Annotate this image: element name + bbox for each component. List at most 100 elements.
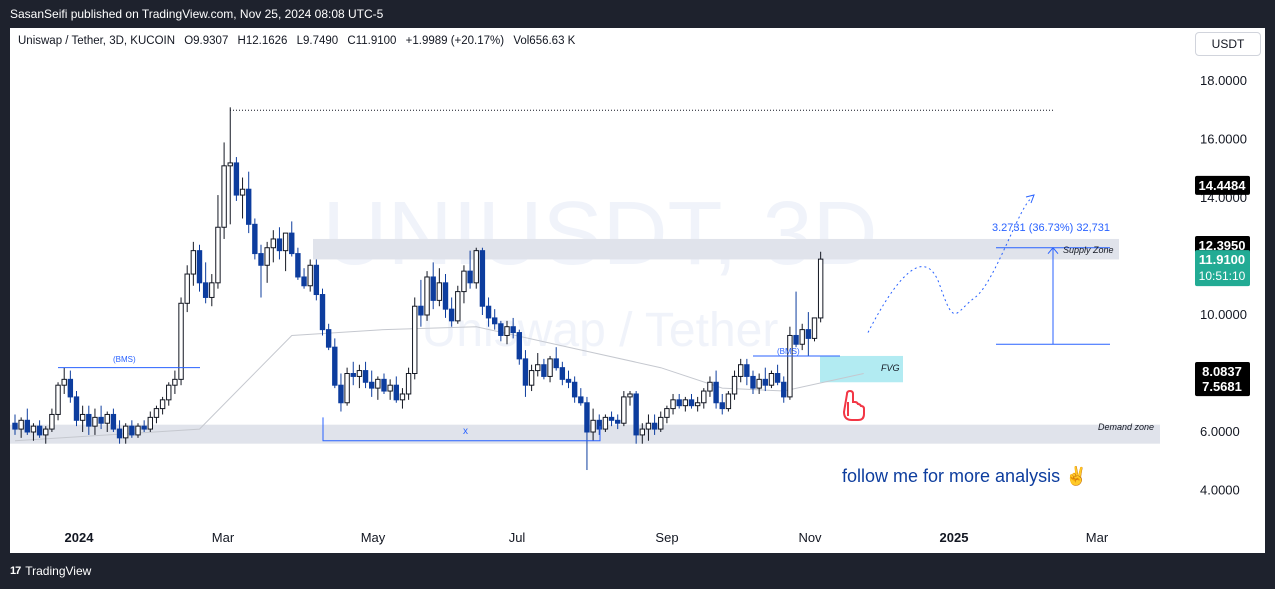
candle-body xyxy=(768,373,775,386)
candle xyxy=(639,423,645,444)
candle xyxy=(375,376,381,400)
candle-body xyxy=(418,305,424,316)
candle xyxy=(510,317,516,339)
candle-body xyxy=(55,384,61,415)
candle-body xyxy=(98,416,104,424)
legend-close: C11.9100 xyxy=(347,35,397,47)
candle-body xyxy=(651,422,658,430)
candle-body xyxy=(725,393,732,410)
candle-body xyxy=(239,188,246,196)
chart-panel[interactable]: UNIUSDT, 3D Uniswap / Tether Supply Zone… xyxy=(10,28,1265,553)
candle xyxy=(116,420,123,444)
candle-body xyxy=(510,326,516,334)
candle-body xyxy=(325,329,332,348)
candle-body xyxy=(369,381,375,389)
candle xyxy=(418,279,424,327)
candle xyxy=(387,379,393,400)
candle-body xyxy=(202,282,209,298)
candle xyxy=(55,382,61,421)
candle-body xyxy=(282,232,289,252)
candle-body xyxy=(79,413,86,421)
candle-body xyxy=(424,276,430,316)
bms-left-label: (BMS) xyxy=(113,355,136,364)
candle-body xyxy=(159,399,166,410)
candle xyxy=(153,405,160,424)
time-tick-label: Mar xyxy=(212,530,235,545)
candle-body xyxy=(270,238,277,249)
candle xyxy=(190,241,197,286)
time-tick-label: 2024 xyxy=(65,530,95,545)
candle-body xyxy=(461,270,467,293)
candle xyxy=(246,171,252,234)
candle-body xyxy=(731,375,738,395)
candle-body xyxy=(707,381,713,392)
candle xyxy=(633,391,639,444)
price-label-text: 11.9100 xyxy=(1199,252,1245,267)
candle-body xyxy=(479,250,486,307)
price-axis[interactable]: 18.000016.000014.000010.00006.00004.0000… xyxy=(1195,73,1250,498)
candle xyxy=(110,408,117,432)
time-axis[interactable]: 2024 Mar May Jul Sep Nov 2025 Mar xyxy=(65,530,1109,545)
tradingview-logo[interactable]: 17 TradingView xyxy=(10,564,91,578)
candle xyxy=(12,414,18,435)
candle-body xyxy=(307,264,313,287)
time-tick-label: Nov xyxy=(798,530,822,545)
candle xyxy=(479,247,486,315)
candle xyxy=(135,423,141,438)
candle-body xyxy=(258,253,264,266)
candle-body xyxy=(246,188,252,225)
candle xyxy=(461,265,467,304)
candle xyxy=(455,285,461,324)
candle-body xyxy=(375,378,381,389)
candle xyxy=(645,414,652,441)
candle-body xyxy=(467,270,473,284)
time-tick-label: Mar xyxy=(1086,530,1109,545)
candle-body xyxy=(110,413,117,430)
candle-body xyxy=(448,308,455,322)
candle xyxy=(774,364,781,386)
legend-low: L9.7490 xyxy=(296,35,339,47)
candle xyxy=(651,414,658,435)
currency-button[interactable]: USDT xyxy=(1195,32,1261,56)
candle xyxy=(694,396,701,412)
price-label: 11.9100 10:51:10 xyxy=(1195,250,1250,287)
candle xyxy=(362,361,369,389)
published-header: SasanSeifi published on TradingView.com,… xyxy=(0,0,1275,28)
legend-high: H12.1626 xyxy=(237,35,288,47)
candle-body xyxy=(350,373,356,377)
price-label-text: 7.5681 xyxy=(1202,379,1242,394)
chart-svg[interactable]: UNIUSDT, 3D Uniswap / Tether Supply Zone… xyxy=(10,28,1265,553)
candle-body xyxy=(116,428,123,439)
candle-body xyxy=(682,399,689,407)
candle xyxy=(43,426,49,444)
candle-body xyxy=(166,384,172,401)
candle-body xyxy=(633,393,639,436)
candle xyxy=(725,391,732,412)
price-tick-label: 10.0000 xyxy=(1200,307,1247,322)
candle xyxy=(701,388,707,409)
candle xyxy=(30,423,37,441)
candle-body xyxy=(658,416,664,430)
fvg-zone xyxy=(820,355,903,383)
candle-body xyxy=(565,378,572,383)
candle-body xyxy=(596,419,602,430)
candle xyxy=(369,370,375,397)
candle xyxy=(713,370,719,409)
price-label: 7.5681 xyxy=(1195,377,1250,397)
price-tick-label: 18.0000 xyxy=(1200,73,1247,88)
candle-body xyxy=(344,373,350,404)
candle xyxy=(67,370,74,403)
candle-body xyxy=(498,323,504,336)
candle xyxy=(79,405,86,432)
candle-body xyxy=(356,370,363,377)
candle-body xyxy=(615,419,621,424)
candle xyxy=(676,393,682,409)
candle-body xyxy=(338,384,344,404)
candle-body xyxy=(24,419,31,433)
candle-body xyxy=(664,408,670,418)
candle-body xyxy=(571,381,578,398)
candle-body xyxy=(670,399,676,410)
candle-body xyxy=(135,425,141,436)
candles[interactable] xyxy=(12,107,824,471)
candle xyxy=(528,364,535,392)
